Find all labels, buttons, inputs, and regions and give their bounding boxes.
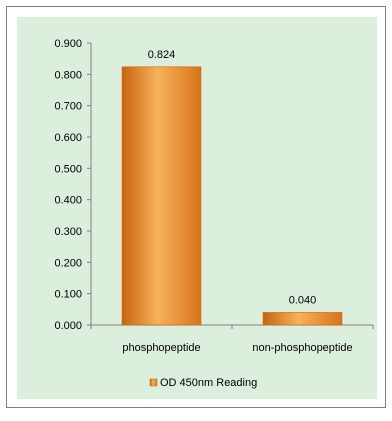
y-tick-label: 0.100	[54, 289, 82, 301]
category-labels: phosphopeptide non-phosphopeptide	[90, 325, 374, 354]
bars	[121, 66, 343, 326]
bar-chart: 0.000 0.100 0.200 0.300 0.400 0.500 0.600 0.700…	[54, 38, 374, 389]
legend-label: OD 450nm Reading	[160, 377, 257, 389]
y-tick-label: 0.700	[54, 101, 82, 113]
chart-area: 0.000 0.100 0.200 0.300 0.400 0.500 0.600 0.700…	[17, 17, 377, 399]
y-axis-ticks: 0.000 0.100 0.200 0.300 0.400 0.500 0.600 0.700…	[54, 38, 91, 332]
category-label: phosphopeptide	[122, 342, 200, 354]
y-tick-label: 0.800	[54, 69, 82, 81]
legend: OD 450nm Reading	[149, 377, 257, 389]
bar-phosphopeptide	[121, 66, 202, 326]
y-tick-label: 0.000	[54, 320, 82, 332]
bar-non-phosphopeptide	[262, 312, 343, 326]
category-label: non-phosphopeptide	[252, 342, 352, 354]
y-tick-label: 0.400	[54, 195, 82, 207]
y-tick-label: 0.500	[54, 163, 82, 175]
data-label: 0.824	[148, 49, 176, 61]
y-tick-label: 0.200	[54, 257, 82, 269]
data-label: 0.040	[289, 294, 317, 306]
legend-swatch	[149, 378, 158, 387]
data-labels: 0.824 0.040	[148, 49, 317, 307]
chart-frame: 0.000 0.100 0.200 0.300 0.400 0.500 0.600 0.700…	[6, 6, 386, 408]
y-tick-label: 0.900	[54, 38, 82, 50]
y-tick-label: 0.300	[54, 226, 82, 238]
y-tick-label: 0.600	[54, 132, 82, 144]
